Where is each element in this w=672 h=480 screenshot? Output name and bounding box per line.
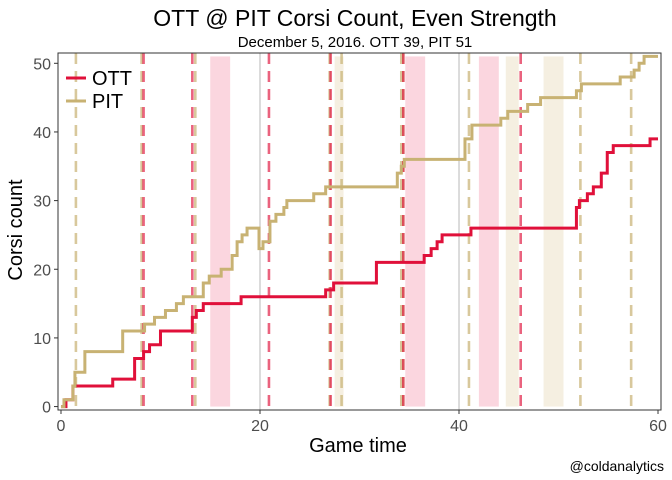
- x-tick-label: 40: [450, 418, 468, 435]
- y-tick-label: 50: [33, 56, 51, 73]
- x-tick-label: 20: [251, 418, 269, 435]
- series-line-pit: [60, 54, 659, 409]
- y-tick-label: 40: [33, 125, 51, 142]
- legend-label-ott: OTT: [92, 68, 132, 90]
- chart-title: OTT @ PIT Corsi Count, Even Strength: [153, 5, 556, 31]
- legend-label-pit: PIT: [92, 91, 123, 113]
- series-lines: [60, 54, 659, 409]
- plot-panel-border: [57, 52, 662, 411]
- y-axis-label: Corsi count: [5, 179, 27, 281]
- x-tick-label: 0: [57, 418, 66, 435]
- y-tick-label: 10: [33, 331, 51, 348]
- y-tick-label: 0: [42, 400, 51, 417]
- caption: @coldanalytics: [570, 458, 664, 474]
- ott-powerplay-band: [478, 56, 499, 407]
- y-tick-label: 30: [33, 194, 51, 211]
- legend: OTT PIT: [66, 68, 132, 113]
- x-tick-label: 60: [649, 418, 667, 435]
- pit-powerplay-band: [543, 56, 564, 407]
- x-axis-label: Game time: [309, 435, 407, 457]
- grid-lines: [259, 53, 460, 410]
- series-line-ott: [60, 137, 659, 409]
- powerplay-bands: [210, 56, 564, 407]
- axis-ticks: 0 20 40 60 0 10 20 30 40 50: [33, 56, 667, 435]
- ott-powerplay-band: [405, 56, 426, 407]
- chart-subtitle: December 5, 2016. OTT 39, PIT 51: [238, 34, 473, 51]
- pit-powerplay-band: [505, 56, 519, 407]
- pit-powerplay-band: [334, 56, 344, 407]
- ott-powerplay-band: [210, 56, 231, 407]
- y-tick-label: 20: [33, 262, 51, 279]
